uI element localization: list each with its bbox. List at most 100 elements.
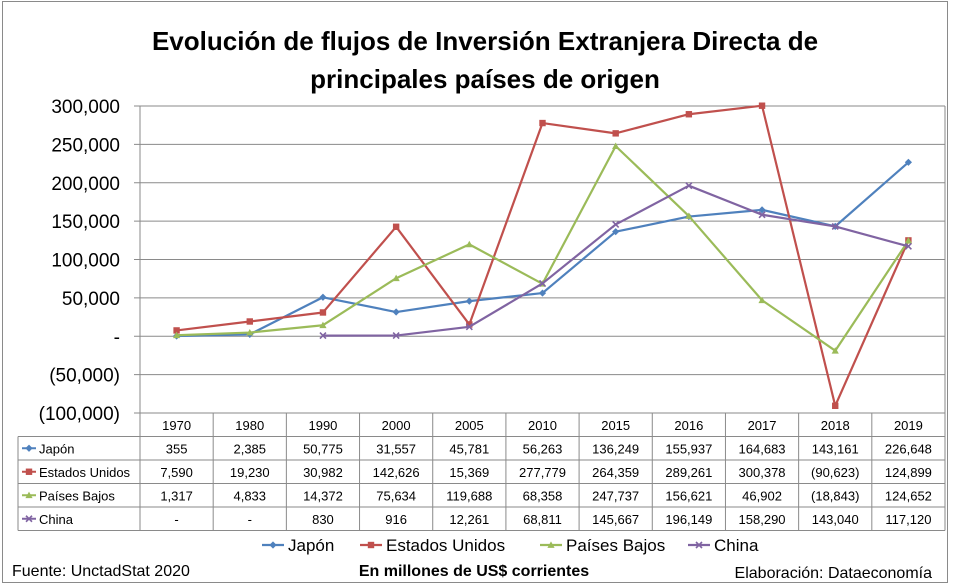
y-tick-label: 200,000	[51, 174, 120, 195]
data-point	[319, 321, 327, 329]
data-point	[319, 332, 327, 340]
data-point	[392, 223, 400, 230]
table-cell-value: 136,249	[592, 441, 639, 456]
y-tick-label: 150,000	[51, 212, 120, 233]
x-category-label: 2005	[455, 418, 484, 433]
data-point	[173, 327, 180, 334]
table-cell-value: 124,652	[885, 488, 932, 503]
y-tick-label: 50,000	[62, 289, 120, 310]
data-point	[831, 222, 839, 231]
table-cell-value: 15,369	[449, 465, 489, 480]
y-tick-label: 250,000	[51, 135, 120, 156]
data-point	[538, 279, 547, 288]
table-cell-value: 142,626	[373, 465, 420, 480]
x-category-label: 1970	[162, 418, 191, 433]
series-line	[176, 145, 910, 352]
x-category-label: 2010	[528, 418, 557, 433]
table-cell-value: (18,843)	[811, 488, 859, 503]
data-point	[538, 289, 547, 297]
table-cell-value: 117,120	[885, 512, 931, 527]
table-row-label: China	[39, 512, 74, 527]
table-row-label: Japón	[39, 441, 74, 456]
data-point	[465, 240, 473, 248]
data-point	[319, 293, 327, 301]
x-category-label: 2018	[821, 418, 850, 433]
footer-credit: Elaboración: Dataeconomía	[735, 565, 933, 582]
data-point	[904, 242, 912, 250]
legend-key-marker	[547, 541, 555, 548]
table-cell-value: 247,737	[592, 488, 639, 503]
data-point	[685, 182, 693, 190]
data-point	[685, 212, 693, 219]
table-cell-value: 156,621	[665, 488, 712, 503]
table-cell-value: 916	[385, 512, 407, 527]
data-point	[246, 328, 254, 336]
data-point	[612, 220, 620, 229]
data-point	[831, 347, 839, 354]
x-category-label: 1980	[235, 418, 264, 433]
table-cell-value: 119,688	[446, 488, 492, 503]
table-cell-value: 75,634	[376, 488, 416, 503]
table-cell-value: 158,290	[739, 512, 786, 527]
y-tick-label: (100,000)	[39, 404, 120, 425]
table-cell-value: 226,648	[885, 441, 932, 456]
chart-title-line-2: principales países de origen	[310, 64, 660, 94]
data-point	[319, 309, 327, 316]
data-point	[612, 228, 620, 236]
table-cell-value: (90,623)	[811, 465, 859, 480]
table-cell-value: 46,902	[742, 488, 782, 503]
table-legend-key-marker	[25, 444, 33, 452]
table-cell-value: 2,385	[233, 441, 266, 456]
data-point	[465, 323, 473, 331]
table-cell-value: 143,040	[812, 512, 859, 527]
table-cell-value: 1,317	[160, 488, 193, 503]
legend-key-marker	[695, 541, 703, 549]
legend-key-marker	[367, 541, 375, 549]
table-cell-value: 830	[312, 512, 334, 527]
data-point	[612, 130, 619, 137]
table-cell-value: 4,833	[233, 488, 266, 503]
x-category-label: 1990	[308, 418, 337, 433]
series-países-bajos	[172, 142, 913, 354]
data-point	[758, 211, 766, 219]
data-point	[392, 274, 400, 282]
legend: Japón Estados Unidos Países Bajos China	[262, 536, 759, 555]
y-tick-label: (50,000)	[49, 366, 120, 387]
footer-source: Fuente: UnctadStat 2020	[12, 563, 190, 580]
gridlines	[134, 105, 946, 414]
y-tick-label: -	[114, 327, 120, 348]
legend-label: China	[714, 536, 759, 555]
table-row-label: Países Bajos	[39, 488, 115, 503]
data-point	[246, 318, 253, 325]
x-category-label: 2019	[894, 418, 923, 433]
table-cell-value: 264,359	[592, 465, 639, 480]
table-cell-value: 300,378	[739, 465, 786, 480]
series-line	[176, 161, 910, 338]
y-axis-ticks: (100,000) (50,000) - 50,000 100,000 150,000 20…	[39, 97, 120, 425]
x-category-label: 2017	[748, 418, 777, 433]
data-point	[172, 331, 181, 339]
data-point	[612, 142, 620, 149]
table-cell-value: 145,667	[592, 512, 639, 527]
data-point	[685, 111, 693, 118]
series-japón	[172, 158, 913, 340]
data-point	[904, 158, 913, 166]
table-cell-value: 164,683	[739, 441, 786, 456]
legend-label: Estados Unidos	[386, 536, 505, 555]
y-tick-label: 100,000	[51, 251, 120, 272]
table-legend-key-marker	[25, 468, 33, 475]
chart-title-line-1: Evolución de flujos de Inversión Extranj…	[152, 26, 818, 56]
table-cell-value: -	[174, 512, 178, 527]
data-table: 1970 1980 1990 2000 2005 2010 2015 2016 2017 2018…	[17, 412, 946, 531]
table-cell-value: 30,982	[303, 465, 343, 480]
table-cell-value: 56,263	[523, 441, 563, 456]
data-point	[832, 402, 839, 410]
data-point	[758, 296, 766, 304]
data-point	[392, 308, 400, 316]
plot-series	[172, 102, 913, 410]
x-category-label: 2015	[601, 418, 630, 433]
x-category-label: 2016	[674, 418, 703, 433]
table-legend-key-marker	[25, 515, 33, 523]
series-estados-unidos	[173, 102, 912, 410]
